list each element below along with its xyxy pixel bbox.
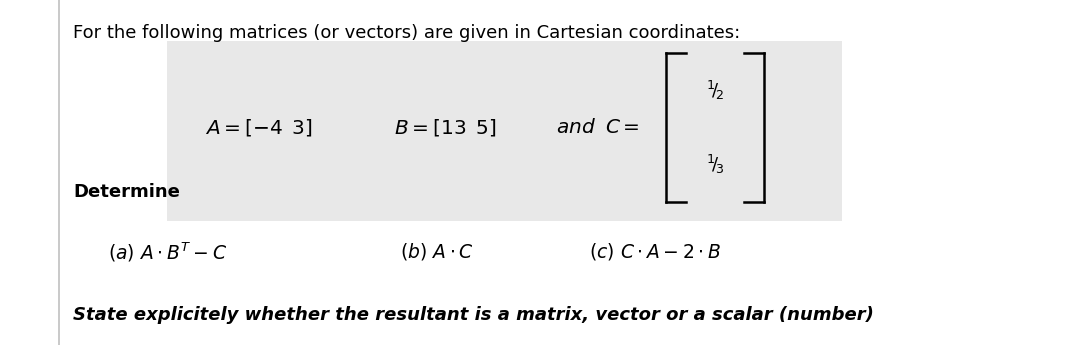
Text: $and$: $and$	[556, 118, 596, 137]
Text: State explicitely whether the resultant is a matrix, vector or a scalar (number): State explicitely whether the resultant …	[73, 306, 875, 324]
Text: $(c)\ C \cdot A - 2 \cdot B$: $(c)\ C \cdot A - 2 \cdot B$	[589, 241, 720, 262]
Text: $C =$: $C =$	[605, 118, 639, 137]
Text: $(b)\ A \cdot C$: $(b)\ A \cdot C$	[400, 241, 473, 262]
Text: For the following matrices (or vectors) are given in Cartesian coordinates:: For the following matrices (or vectors) …	[73, 24, 741, 42]
Text: $A = [-4\enspace 3]$: $A = [-4\enspace 3]$	[205, 117, 313, 138]
FancyBboxPatch shape	[167, 41, 842, 221]
Text: Determine: Determine	[73, 183, 180, 201]
Text: $B = [13\enspace 5]$: $B = [13\enspace 5]$	[394, 117, 497, 138]
Text: $^1\!/\!_3$: $^1\!/\!_3$	[706, 153, 724, 176]
Text: $(a)\ A \cdot B^T - C$: $(a)\ A \cdot B^T - C$	[108, 240, 227, 264]
Text: $^1\!/\!_2$: $^1\!/\!_2$	[706, 79, 724, 102]
